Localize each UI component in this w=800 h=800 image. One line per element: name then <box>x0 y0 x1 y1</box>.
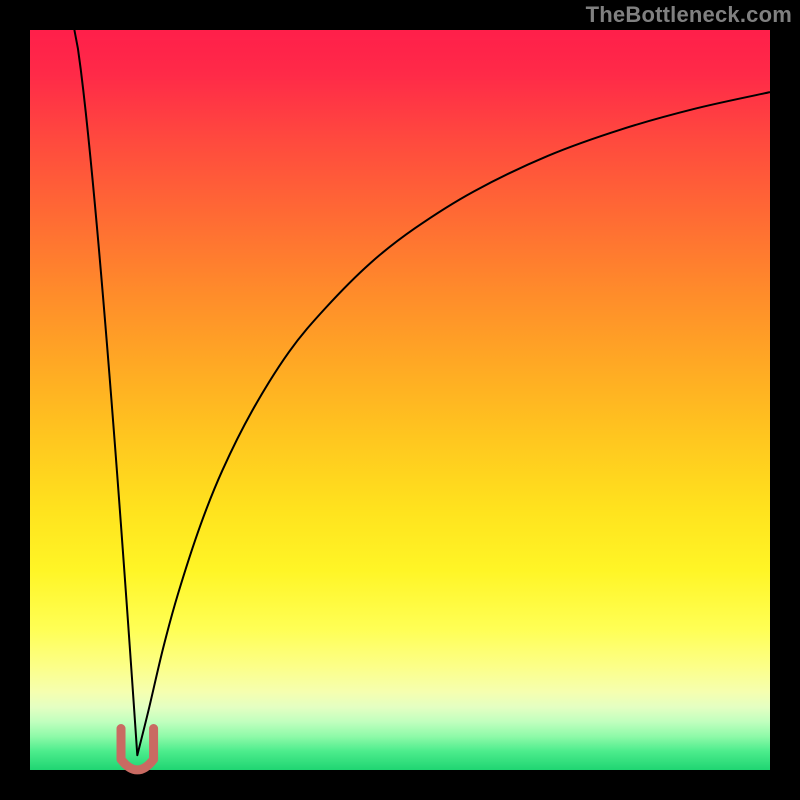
watermark-text: TheBottleneck.com <box>586 2 792 28</box>
chart-container: TheBottleneck.com <box>0 0 800 800</box>
bottleneck-chart <box>0 0 800 800</box>
heat-gradient-background <box>30 30 770 770</box>
